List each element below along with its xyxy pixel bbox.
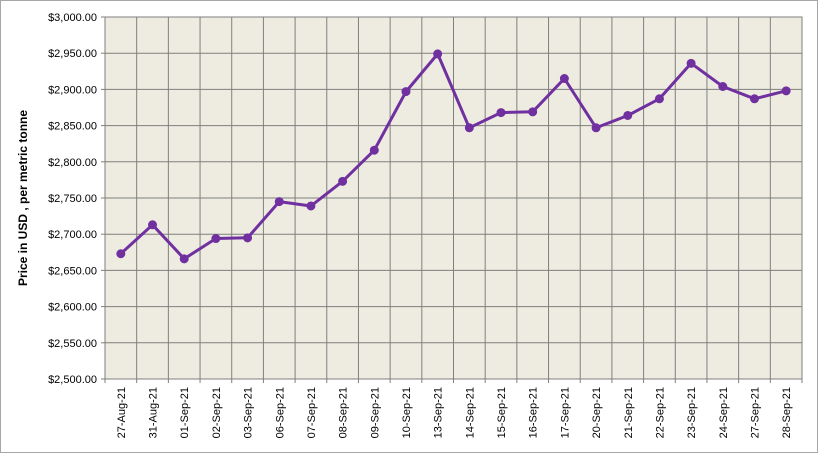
data-point [116, 249, 126, 259]
data-point [401, 87, 411, 97]
y-axis-title: Price in USD , per metric tonne [16, 110, 30, 286]
y-tick-label: $2,750.00 [48, 193, 97, 205]
y-tick-label: $2,950.00 [48, 48, 97, 60]
x-tick-label: 24-Sep-21 [718, 387, 730, 438]
data-point [433, 49, 443, 59]
x-tick-label: 02-Sep-21 [211, 387, 223, 438]
data-series [116, 49, 791, 264]
x-tick-label: 17-Sep-21 [559, 387, 571, 438]
x-tick-label: 20-Sep-21 [591, 387, 603, 438]
x-tick-label: 10-Sep-21 [401, 387, 413, 438]
data-point [148, 220, 158, 230]
y-tick-label: $2,900.00 [48, 84, 97, 96]
data-point [559, 74, 569, 84]
x-tick-label: 27-Aug-21 [116, 387, 128, 438]
y-tick-label: $2,600.00 [48, 302, 97, 314]
y-tick-label: $2,850.00 [48, 121, 97, 133]
data-point [496, 108, 506, 118]
y-tick-label: $2,700.00 [48, 229, 97, 241]
x-tick-label: 06-Sep-21 [274, 387, 286, 438]
data-point [306, 201, 316, 211]
x-tick-label: 15-Sep-21 [496, 387, 508, 438]
x-tick-label: 13-Sep-21 [433, 387, 445, 438]
x-tick-label: 31-Aug-21 [148, 387, 160, 438]
data-point [528, 107, 538, 117]
x-tick-label: 27-Sep-21 [749, 387, 761, 438]
data-point [654, 94, 664, 104]
x-tick-label: 21-Sep-21 [623, 387, 635, 438]
x-tick-label: 16-Sep-21 [528, 387, 540, 438]
y-tick-label: $2,550.00 [48, 338, 97, 350]
y-tick-label: $3,000.00 [48, 12, 97, 24]
data-point [781, 86, 791, 96]
data-point [591, 123, 601, 133]
x-tick-label: 08-Sep-21 [338, 387, 350, 438]
y-tick-label: $2,500.00 [48, 374, 97, 386]
x-tick-label: 23-Sep-21 [686, 387, 698, 438]
y-tick-label: $2,800.00 [48, 157, 97, 169]
data-point [338, 176, 348, 186]
data-point [211, 234, 221, 244]
x-tick-labels: 27-Aug-21 31-Aug-21 01-Sep-21 02-Sep-21 03-S… [116, 387, 793, 438]
data-point [243, 233, 253, 243]
y-tick-labels: $2,500.00 $2,550.00 $2,600.00 $2,650.00 $2,7… [48, 12, 97, 386]
x-tick-label: 01-Sep-21 [179, 387, 191, 438]
data-point [274, 197, 284, 207]
x-tick-label: 22-Sep-21 [654, 387, 666, 438]
data-point [623, 110, 633, 120]
series-line [119, 52, 787, 261]
x-tick-label: 14-Sep-21 [464, 387, 476, 438]
data-point [464, 123, 474, 133]
data-point [369, 145, 379, 155]
x-tick-label: 09-Sep-21 [369, 387, 381, 438]
x-tick-label: 07-Sep-21 [306, 387, 318, 438]
y-tick-label: $2,650.00 [48, 265, 97, 277]
x-tick-label: 28-Sep-21 [781, 387, 793, 438]
data-point [749, 94, 759, 104]
x-tick-label: 03-Sep-21 [243, 387, 255, 438]
data-point [718, 82, 728, 92]
grid-lines [101, 16, 803, 383]
data-point [686, 58, 696, 68]
data-point [179, 254, 189, 264]
